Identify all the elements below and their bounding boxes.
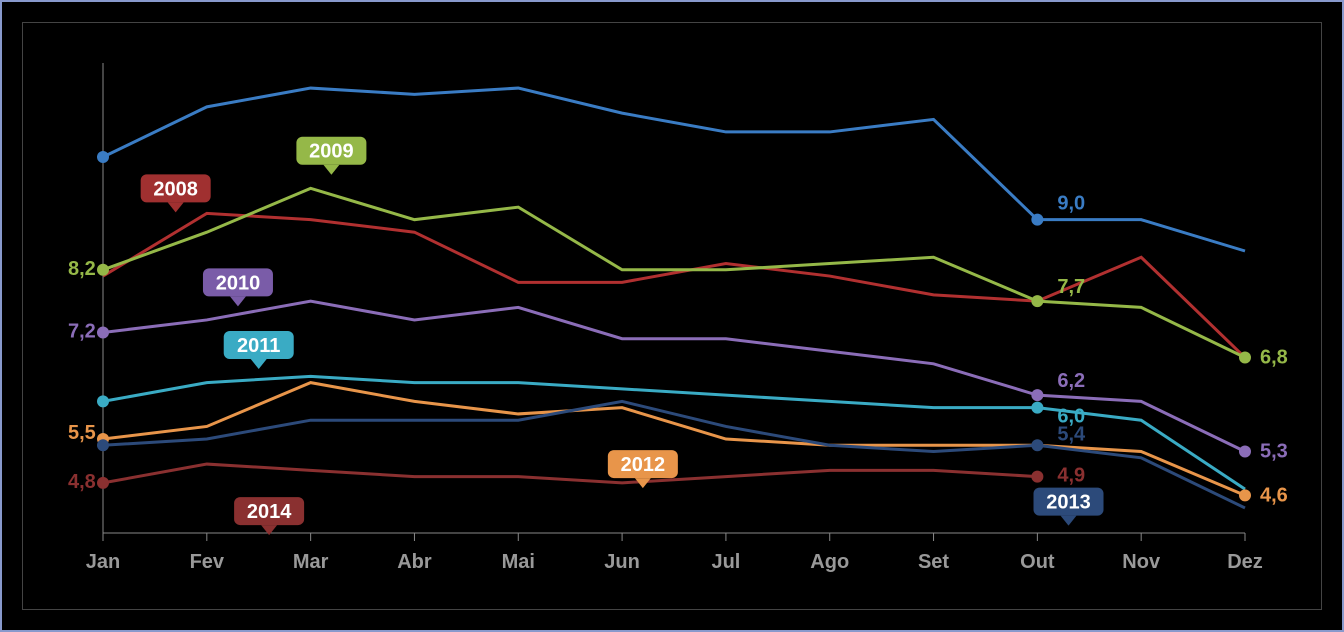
year-callout-label: 2010 (216, 272, 261, 294)
x-axis-label: Ago (810, 551, 849, 573)
series-point (1239, 352, 1251, 364)
point-value-label: 9,0 (1057, 193, 1085, 215)
chart-svg: Jan Fev Mar Abr Mai Jun Jul Ago Set Out Nov Dez 9,0 8… (23, 23, 1325, 613)
series-point (1031, 402, 1043, 414)
year-callout-pointer (1061, 516, 1077, 526)
point-value-label: 6,2 (1057, 370, 1085, 392)
chart-container: Jan Fev Mar Abr Mai Jun Jul Ago Set Out Nov Dez 9,0 8… (0, 0, 1344, 632)
x-axis-label: Abr (397, 551, 432, 573)
series-line-2007 (103, 88, 1245, 251)
year-callout-label: 2012 (621, 454, 666, 476)
series-point (1031, 295, 1043, 307)
x-axis-label: Set (918, 551, 949, 573)
x-axis-label: Mar (293, 551, 329, 573)
end-value-label: 6,8 (1260, 347, 1288, 369)
point-value-label: 5,5 (68, 422, 96, 444)
x-axis-label: Out (1020, 551, 1055, 573)
end-value-label: 5,3 (1260, 441, 1288, 463)
series-point (97, 151, 109, 163)
year-callout-label: 2013 (1046, 492, 1091, 514)
year-callout-pointer (261, 525, 277, 535)
year-callout-pointer (323, 165, 339, 175)
x-axis-label: Jul (711, 551, 740, 573)
series-point (97, 326, 109, 338)
year-callout-pointer (251, 359, 267, 369)
year-callout-label: 2014 (247, 501, 292, 523)
series-point (1031, 439, 1043, 451)
x-axis-label: Dez (1227, 551, 1263, 573)
point-value-label: 5,4 (1057, 423, 1086, 445)
x-axis-label: Fev (190, 551, 225, 573)
series-point (1031, 214, 1043, 226)
series-point (97, 395, 109, 407)
year-callout-label: 2009 (309, 141, 354, 163)
series-point (97, 264, 109, 276)
series-point (1239, 489, 1251, 501)
point-value-label: 8,2 (68, 258, 96, 280)
point-value-label: 7,7 (1057, 276, 1085, 298)
x-axis-label: Nov (1122, 551, 1161, 573)
year-callout-label: 2011 (237, 335, 280, 357)
end-value-label: 4,6 (1260, 484, 1288, 506)
series-point (1031, 389, 1043, 401)
x-axis-label: Jan (86, 551, 120, 573)
chart-inner: Jan Fev Mar Abr Mai Jun Jul Ago Set Out Nov Dez 9,0 8… (22, 22, 1322, 610)
x-axis-label: Mai (502, 551, 535, 573)
series-line-2014 (103, 464, 1037, 483)
series-point (1239, 446, 1251, 458)
year-callout-pointer (168, 202, 184, 212)
year-callout-pointer (230, 296, 246, 306)
x-axis-label: Jun (604, 551, 640, 573)
year-callout-label: 2008 (153, 178, 198, 200)
series-point (1031, 471, 1043, 483)
point-value-label: 7,2 (68, 320, 96, 342)
series-point (97, 477, 109, 489)
series-point (97, 439, 109, 451)
point-value-label: 4,8 (68, 471, 96, 493)
point-value-label: 4,9 (1057, 465, 1085, 487)
